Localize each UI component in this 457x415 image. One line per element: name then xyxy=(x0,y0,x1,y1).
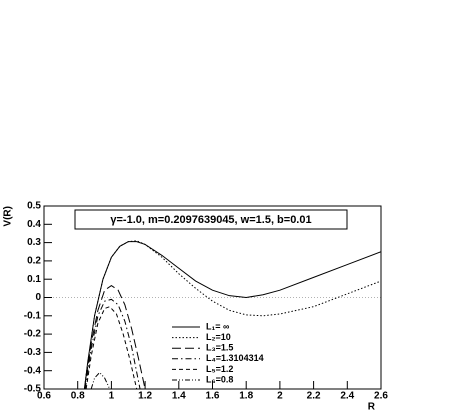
x-tick-label: 2.2 xyxy=(307,391,321,402)
y-tick-label: 0.5 xyxy=(27,201,41,212)
curve xyxy=(90,371,111,389)
curve xyxy=(84,298,141,389)
legend-label: L₃=1.5 xyxy=(206,343,233,353)
x-tick-label: 2.4 xyxy=(340,391,354,402)
x-tick-label: 2.6 xyxy=(374,391,388,402)
y-tick-label: -0.3 xyxy=(24,347,42,358)
legend-label: L₅=1.2 xyxy=(206,364,233,374)
legend-label: L₆=0.8 xyxy=(206,374,233,384)
y-tick-label: 0.3 xyxy=(27,237,41,248)
x-tick-label: 0.6 xyxy=(37,391,51,402)
legend-label: L₂=10 xyxy=(206,332,231,342)
x-tick-label: 0.8 xyxy=(71,391,85,402)
y-tick-label: 0.1 xyxy=(27,274,41,285)
x-tick-label: 2 xyxy=(277,391,283,402)
x-tick-label: 1 xyxy=(109,391,115,402)
x-tick-label: 1.8 xyxy=(239,391,253,402)
y-tick-label: -0.4 xyxy=(24,365,42,376)
x-tick-label: 1.2 xyxy=(138,391,152,402)
y-tick-label: 0.2 xyxy=(27,256,41,267)
plot-area xyxy=(83,240,381,389)
x-tick-label: 1.4 xyxy=(172,391,186,402)
y-axis-label: V(R) xyxy=(3,206,14,227)
y-tick-label: -0.1 xyxy=(24,310,42,321)
curve xyxy=(83,241,381,389)
chart-title: γ=-1.0, m=0.2097639045, w=1.5, b=0.01 xyxy=(110,214,311,226)
x-tick-label: 1.6 xyxy=(206,391,220,402)
legend-label: L₄=1.3104314 xyxy=(206,353,264,363)
y-tick-label: 0 xyxy=(35,292,41,303)
x-axis-label: R xyxy=(368,402,376,413)
legend-label: L₁= ∞ xyxy=(206,321,230,331)
title-box xyxy=(74,209,348,230)
y-tick-label: -0.2 xyxy=(24,329,42,340)
y-tick-label: -0.5 xyxy=(24,384,42,395)
curve xyxy=(83,285,146,389)
y-tick-label: 0.4 xyxy=(27,219,41,230)
curve xyxy=(85,306,138,389)
